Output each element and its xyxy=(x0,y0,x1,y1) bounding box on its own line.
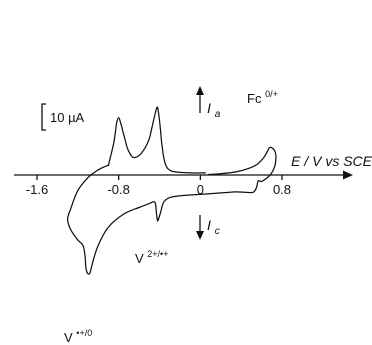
anodic-current-symbol: I xyxy=(207,100,211,116)
stripping-curve xyxy=(107,106,207,174)
svg-text:I a: I a xyxy=(207,100,221,120)
scale-bar-bracket xyxy=(41,103,46,131)
x-tick-label: 0.8 xyxy=(273,182,291,197)
x-tick-label: 0 xyxy=(197,182,204,197)
anodic-current-indicator: I a xyxy=(196,86,221,120)
current-scale-bar: 10 µA xyxy=(41,103,85,131)
v2-label-superscript: 2+/•+ xyxy=(147,249,168,259)
fc-label-main: Fc xyxy=(247,91,262,106)
fc-label-superscript: 0/+ xyxy=(265,89,278,99)
x-axis-ticks: -1.6 -0.8 0 0.8 xyxy=(26,175,291,197)
anodic-current-subscript: a xyxy=(215,109,221,120)
series-curves xyxy=(66,106,277,275)
arrow-down-icon xyxy=(196,231,204,240)
cathodic-current-subscript: c xyxy=(215,226,220,237)
cathodic-current-symbol: I xyxy=(207,217,211,233)
arrow-up-icon xyxy=(196,86,204,95)
x-tick-label: -1.6 xyxy=(26,182,48,197)
scale-bar-label: 10 µA xyxy=(50,110,85,125)
fc-peak-label: Fc 0/+ xyxy=(247,89,278,106)
x-axis-title: E / V vs SCE xyxy=(291,153,372,169)
v2-peak-label: V 2+/•+ xyxy=(135,249,168,266)
v2-label-main: V xyxy=(135,251,144,266)
v-radical-label-superscript: •+/0 xyxy=(76,328,92,338)
x-axis-arrowhead xyxy=(343,170,353,180)
cathodic-current-indicator: I c xyxy=(196,215,220,240)
svg-text:I c: I c xyxy=(207,217,220,237)
cyclic-curve xyxy=(66,146,277,275)
v-radical-label-main: V xyxy=(64,330,73,345)
v-radical-peak-label: V •+/0 xyxy=(64,328,92,345)
x-tick-label: -0.8 xyxy=(107,182,129,197)
